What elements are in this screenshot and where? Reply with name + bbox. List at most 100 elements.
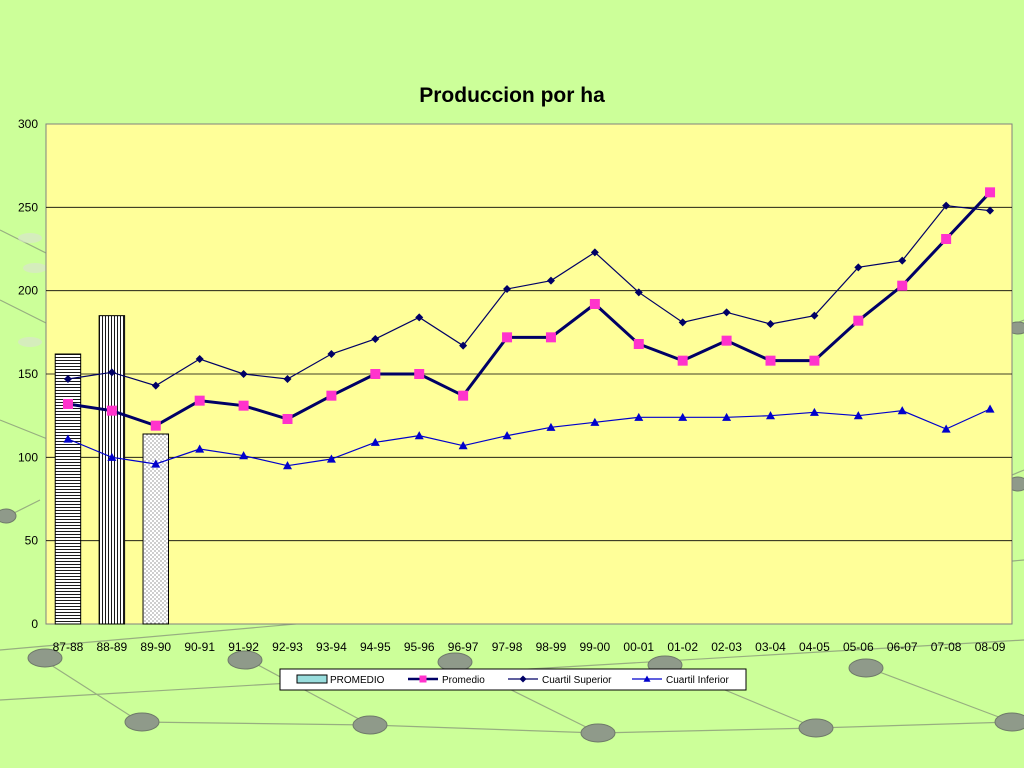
data-point <box>107 452 117 461</box>
x-tick-label: 91-92 <box>228 640 259 654</box>
y-tick-label: 300 <box>18 117 38 131</box>
data-point <box>766 411 775 420</box>
data-point <box>809 355 820 366</box>
data-point <box>150 420 161 431</box>
data-point <box>63 375 72 383</box>
x-tick-label: 04-05 <box>799 640 830 654</box>
x-tick-label: 95-96 <box>404 640 435 654</box>
data-point <box>238 400 249 411</box>
bar <box>98 315 126 625</box>
bar <box>54 353 82 625</box>
x-tick-label: 88-89 <box>97 640 128 654</box>
data-point <box>283 461 292 470</box>
y-tick-label: 150 <box>18 367 38 381</box>
x-tick-label: 93-94 <box>316 640 347 654</box>
data-point <box>326 454 336 463</box>
data-point <box>195 444 205 453</box>
data-point <box>239 451 249 460</box>
data-point <box>898 256 907 265</box>
data-point <box>370 369 381 379</box>
x-tick-label: 90-91 <box>184 640 215 654</box>
data-point <box>415 313 424 322</box>
data-point <box>589 299 600 309</box>
x-tick-label: 98-99 <box>536 640 567 654</box>
data-point <box>151 459 161 468</box>
data-point <box>985 187 996 198</box>
x-tick-label: 96-97 <box>448 640 479 654</box>
data-point <box>941 234 952 244</box>
x-tick-label: 02-03 <box>711 640 742 654</box>
data-point <box>195 355 204 363</box>
series-line <box>67 191 992 428</box>
series-line <box>67 408 991 467</box>
legend-marker <box>519 675 527 683</box>
data-point <box>722 308 731 317</box>
data-point <box>194 395 205 406</box>
data-point <box>853 315 864 326</box>
x-tick-label: 97-98 <box>492 640 523 654</box>
data-point <box>853 411 863 420</box>
data-point <box>327 350 336 358</box>
y-tick-label: 200 <box>18 284 38 298</box>
data-point <box>721 335 732 346</box>
x-tick-label: 06-07 <box>887 640 918 654</box>
y-tick-label: 0 <box>31 617 38 631</box>
data-point <box>854 263 863 272</box>
data-point <box>634 288 643 297</box>
data-point <box>371 335 380 343</box>
data-point <box>414 369 425 379</box>
x-tick-label: 89-90 <box>140 640 171 654</box>
y-tick-label: 250 <box>18 200 38 214</box>
x-tick-label: 08-09 <box>975 640 1006 654</box>
legend-swatch <box>296 674 328 684</box>
legend-label: Cuartil Inferior <box>666 675 729 686</box>
x-tick-label: 05-06 <box>843 640 874 654</box>
data-point <box>897 280 908 291</box>
data-point <box>414 431 424 440</box>
data-point <box>590 417 600 426</box>
x-tick-label: 03-04 <box>755 640 786 654</box>
data-point <box>941 424 951 433</box>
data-point <box>722 412 732 421</box>
data-point <box>326 390 337 401</box>
legend-label: Cuartil Superior <box>542 675 612 686</box>
data-point <box>106 405 117 416</box>
data-point <box>283 375 292 383</box>
data-point <box>503 285 512 293</box>
x-tick-label: 92-93 <box>272 640 303 654</box>
y-tick-label: 100 <box>18 450 38 464</box>
chart-title: Produccion por ha <box>419 84 605 107</box>
x-tick-label: 94-95 <box>360 640 391 654</box>
data-point <box>62 399 73 409</box>
data-point <box>942 201 951 210</box>
data-point <box>502 431 512 440</box>
x-tick-label: 00-01 <box>623 640 654 654</box>
data-point <box>546 422 556 431</box>
data-point <box>458 441 468 450</box>
data-point <box>151 381 160 390</box>
data-point <box>678 318 687 327</box>
data-point <box>459 341 468 350</box>
x-tick-label: 87-88 <box>53 640 84 654</box>
x-tick-label: 99-00 <box>580 640 611 654</box>
series-line <box>67 205 991 387</box>
data-point <box>370 437 380 446</box>
data-point <box>985 404 995 413</box>
data-point <box>678 412 688 421</box>
legend-label: Promedio <box>442 675 485 686</box>
data-point <box>766 320 775 328</box>
x-tick-label: 07-08 <box>931 640 962 654</box>
legend-marker <box>419 675 427 683</box>
data-point <box>633 339 644 349</box>
data-point <box>502 332 513 343</box>
data-point <box>545 332 556 343</box>
data-point <box>810 311 819 320</box>
data-point <box>634 412 644 421</box>
data-point <box>590 248 599 257</box>
data-point <box>809 407 819 416</box>
data-point <box>897 406 907 415</box>
data-point <box>282 414 293 424</box>
data-point <box>458 390 469 401</box>
